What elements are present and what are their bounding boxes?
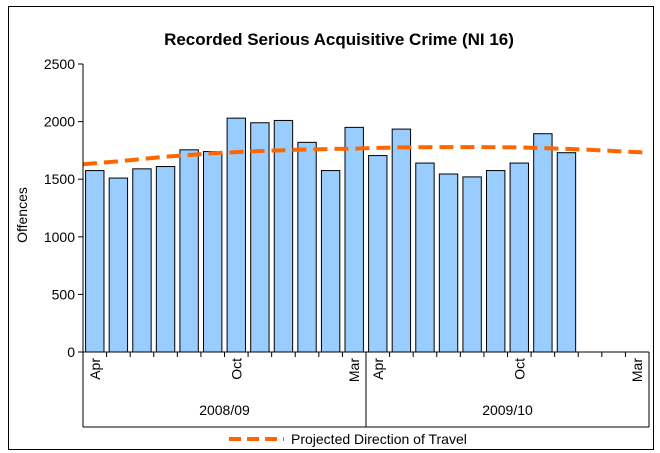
bar-7 bbox=[250, 122, 270, 353]
year-label-1: 2009/10 bbox=[482, 402, 533, 418]
x-month-label-6: Oct bbox=[228, 358, 244, 380]
x-month-label-11: Mar bbox=[346, 358, 362, 382]
bar-14 bbox=[415, 162, 435, 353]
bar-15 bbox=[438, 173, 459, 353]
bar-1 bbox=[108, 177, 129, 353]
y-tick-label-1500: 1500 bbox=[44, 171, 75, 187]
x-month-label-18: Oct bbox=[511, 358, 527, 380]
bar-5 bbox=[203, 151, 223, 353]
y-tick-label-1000: 1000 bbox=[44, 229, 75, 245]
bar-8 bbox=[273, 119, 294, 353]
bar-10 bbox=[320, 170, 341, 353]
legend: Projected Direction of Travel bbox=[229, 431, 467, 447]
bar-3 bbox=[155, 166, 176, 353]
bar-13 bbox=[391, 128, 412, 353]
chart-frame: Recorded Serious Acquisitive Crime (NI 1… bbox=[8, 6, 654, 450]
bar-19 bbox=[533, 133, 553, 353]
x-month-label-0: Apr bbox=[87, 358, 103, 380]
x-month-label-23: Mar bbox=[629, 358, 645, 382]
bar-12 bbox=[368, 155, 388, 353]
y-tick-label-0: 0 bbox=[67, 344, 75, 360]
bar-4 bbox=[179, 149, 199, 353]
legend-label: Projected Direction of Travel bbox=[291, 431, 467, 447]
chart-svg: Recorded Serious Acquisitive Crime (NI 1… bbox=[14, 30, 650, 447]
axes-group: 0 500 1000 1500 2000 2500 Apr Oct Mar Apr Oct Mar 20… bbox=[44, 56, 650, 428]
bar-9 bbox=[297, 141, 317, 353]
bar-0 bbox=[85, 170, 105, 353]
bar-18 bbox=[509, 162, 529, 353]
bar-20 bbox=[556, 152, 577, 353]
bar-2 bbox=[132, 168, 152, 353]
x-month-label-12: Apr bbox=[370, 358, 386, 380]
bars-group bbox=[85, 117, 577, 353]
bar-17 bbox=[486, 170, 506, 353]
trend-group bbox=[82, 145, 650, 167]
year-label-0: 2008/09 bbox=[199, 402, 250, 418]
y-tick-label-500: 500 bbox=[52, 286, 76, 302]
y-tick-label-2000: 2000 bbox=[44, 114, 75, 130]
chart-title: Recorded Serious Acquisitive Crime (NI 1… bbox=[164, 30, 514, 49]
bar-11 bbox=[344, 126, 364, 353]
projected-direction-line bbox=[82, 145, 650, 167]
bar-16 bbox=[462, 176, 482, 353]
y-axis-label: Offences bbox=[14, 187, 30, 243]
y-tick-label-2500: 2500 bbox=[44, 56, 75, 72]
